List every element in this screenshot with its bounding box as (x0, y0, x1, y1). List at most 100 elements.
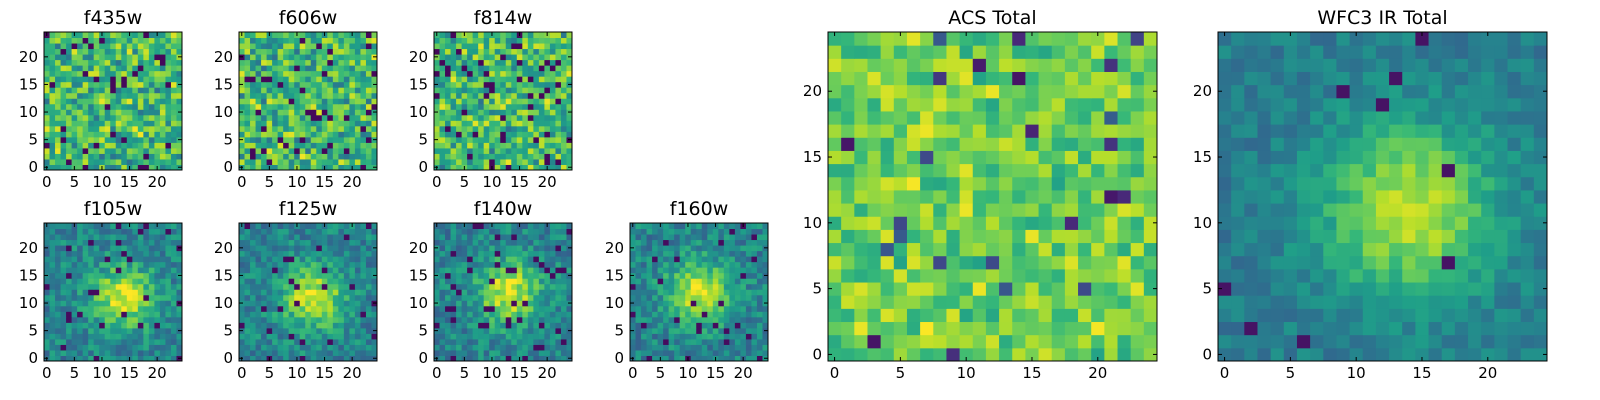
heatmap-cell (148, 289, 155, 296)
heatmap-cell (1025, 255, 1040, 270)
y-tick-label: 15 (214, 75, 233, 93)
heatmap-cell (467, 98, 474, 105)
heatmap-cell (445, 234, 452, 241)
heatmap-cell (121, 125, 128, 132)
heatmap-cell (434, 234, 441, 241)
heatmap-cell (1117, 189, 1132, 204)
heatmap-cell (365, 125, 372, 132)
heatmap-cell (533, 316, 540, 323)
heatmap-cell (880, 295, 895, 309)
heatmap-cell (483, 37, 490, 44)
heatmap-cell (946, 242, 961, 257)
heatmap-cell (467, 278, 474, 285)
heatmap-cell (718, 316, 725, 323)
heatmap-cell (566, 98, 573, 105)
heatmap-cell (522, 59, 529, 66)
heatmap-cell (327, 250, 334, 257)
heatmap-cell (261, 256, 268, 263)
heatmap-cell (893, 295, 908, 309)
heatmap-cell (450, 32, 457, 39)
heatmap-cell (115, 136, 122, 143)
heatmap-cell (734, 272, 741, 279)
heatmap-cell (668, 333, 675, 340)
heatmap-cell (494, 70, 501, 77)
heatmap-cell (745, 228, 752, 235)
heatmap-cell (82, 87, 89, 94)
heatmap-cell (132, 109, 139, 116)
heatmap-cell (544, 98, 551, 105)
heatmap-cell (566, 76, 573, 83)
heatmap-cell (841, 163, 855, 178)
heatmap-cell (371, 267, 378, 274)
heatmap-cell (701, 327, 708, 334)
heatmap-cell (354, 136, 361, 143)
heatmap-cell (121, 261, 128, 268)
heatmap-cell (154, 322, 161, 329)
heatmap-cell (121, 338, 128, 345)
heatmap-cell (132, 338, 139, 345)
heatmap-cell (538, 294, 545, 301)
y-tick-label: 20 (19, 48, 38, 66)
heatmap-cell (762, 289, 769, 296)
heatmap-cell (723, 267, 730, 274)
heatmap-cell (327, 239, 334, 246)
heatmap-cell (93, 256, 100, 263)
heatmap-cell (132, 333, 139, 340)
heatmap-cell (461, 267, 468, 274)
heatmap-cell (255, 245, 262, 252)
heatmap-cell (712, 316, 719, 323)
heatmap-cell (489, 98, 496, 105)
heatmap-cell (630, 228, 637, 235)
heatmap-cell (461, 256, 468, 263)
heatmap-cell (170, 223, 177, 230)
heatmap-cell (49, 114, 56, 121)
heatmap-cell (566, 59, 573, 66)
heatmap-cell (668, 327, 675, 334)
heatmap-cell (261, 136, 268, 143)
heatmap-cell (549, 239, 556, 246)
heatmap-cell (55, 59, 62, 66)
heatmap-cell (176, 322, 183, 329)
heatmap-cell (854, 242, 868, 257)
heatmap-cell (467, 59, 474, 66)
heatmap-cell (99, 228, 106, 235)
heatmap-cell (239, 228, 246, 235)
heatmap-cell (354, 125, 361, 132)
y-tick-label: 10 (214, 103, 233, 121)
heatmap-cell (272, 245, 279, 252)
heatmap-cell (494, 223, 501, 230)
heatmap-cells (434, 32, 573, 171)
heatmap-cell (272, 327, 279, 334)
heatmap-cell (439, 164, 446, 171)
heatmap-cell (88, 305, 95, 312)
heatmap-cell (88, 98, 95, 105)
heatmap-cell (143, 239, 150, 246)
heatmap-cell (729, 344, 736, 351)
heatmap-cell (505, 65, 512, 72)
heatmap-cell (690, 355, 697, 362)
heatmap-cell (635, 234, 642, 241)
heatmap-cell (354, 59, 361, 66)
heatmap-cell (959, 295, 974, 309)
heatmap-cell (467, 245, 474, 252)
heatmap-cell (126, 70, 133, 77)
heatmap-cell (745, 311, 752, 318)
heatmap-cell (1130, 176, 1145, 191)
heatmap-cell (266, 338, 273, 345)
heatmap-cell (762, 250, 769, 257)
heatmap-cell (489, 245, 496, 252)
heatmap-cell (494, 272, 501, 279)
heatmap-cell (740, 294, 747, 301)
heatmap-cell (82, 283, 89, 290)
heatmap-cell (500, 355, 507, 362)
heatmap-cell (332, 283, 339, 290)
heatmap-cell (544, 349, 551, 356)
heatmap-cell (555, 322, 562, 329)
heatmap-cell (277, 147, 284, 154)
heatmap-cell (652, 234, 659, 241)
heatmap-cell (104, 349, 111, 356)
heatmap-cell (148, 109, 155, 116)
heatmap-cell (165, 338, 172, 345)
heatmap-cell (544, 87, 551, 94)
